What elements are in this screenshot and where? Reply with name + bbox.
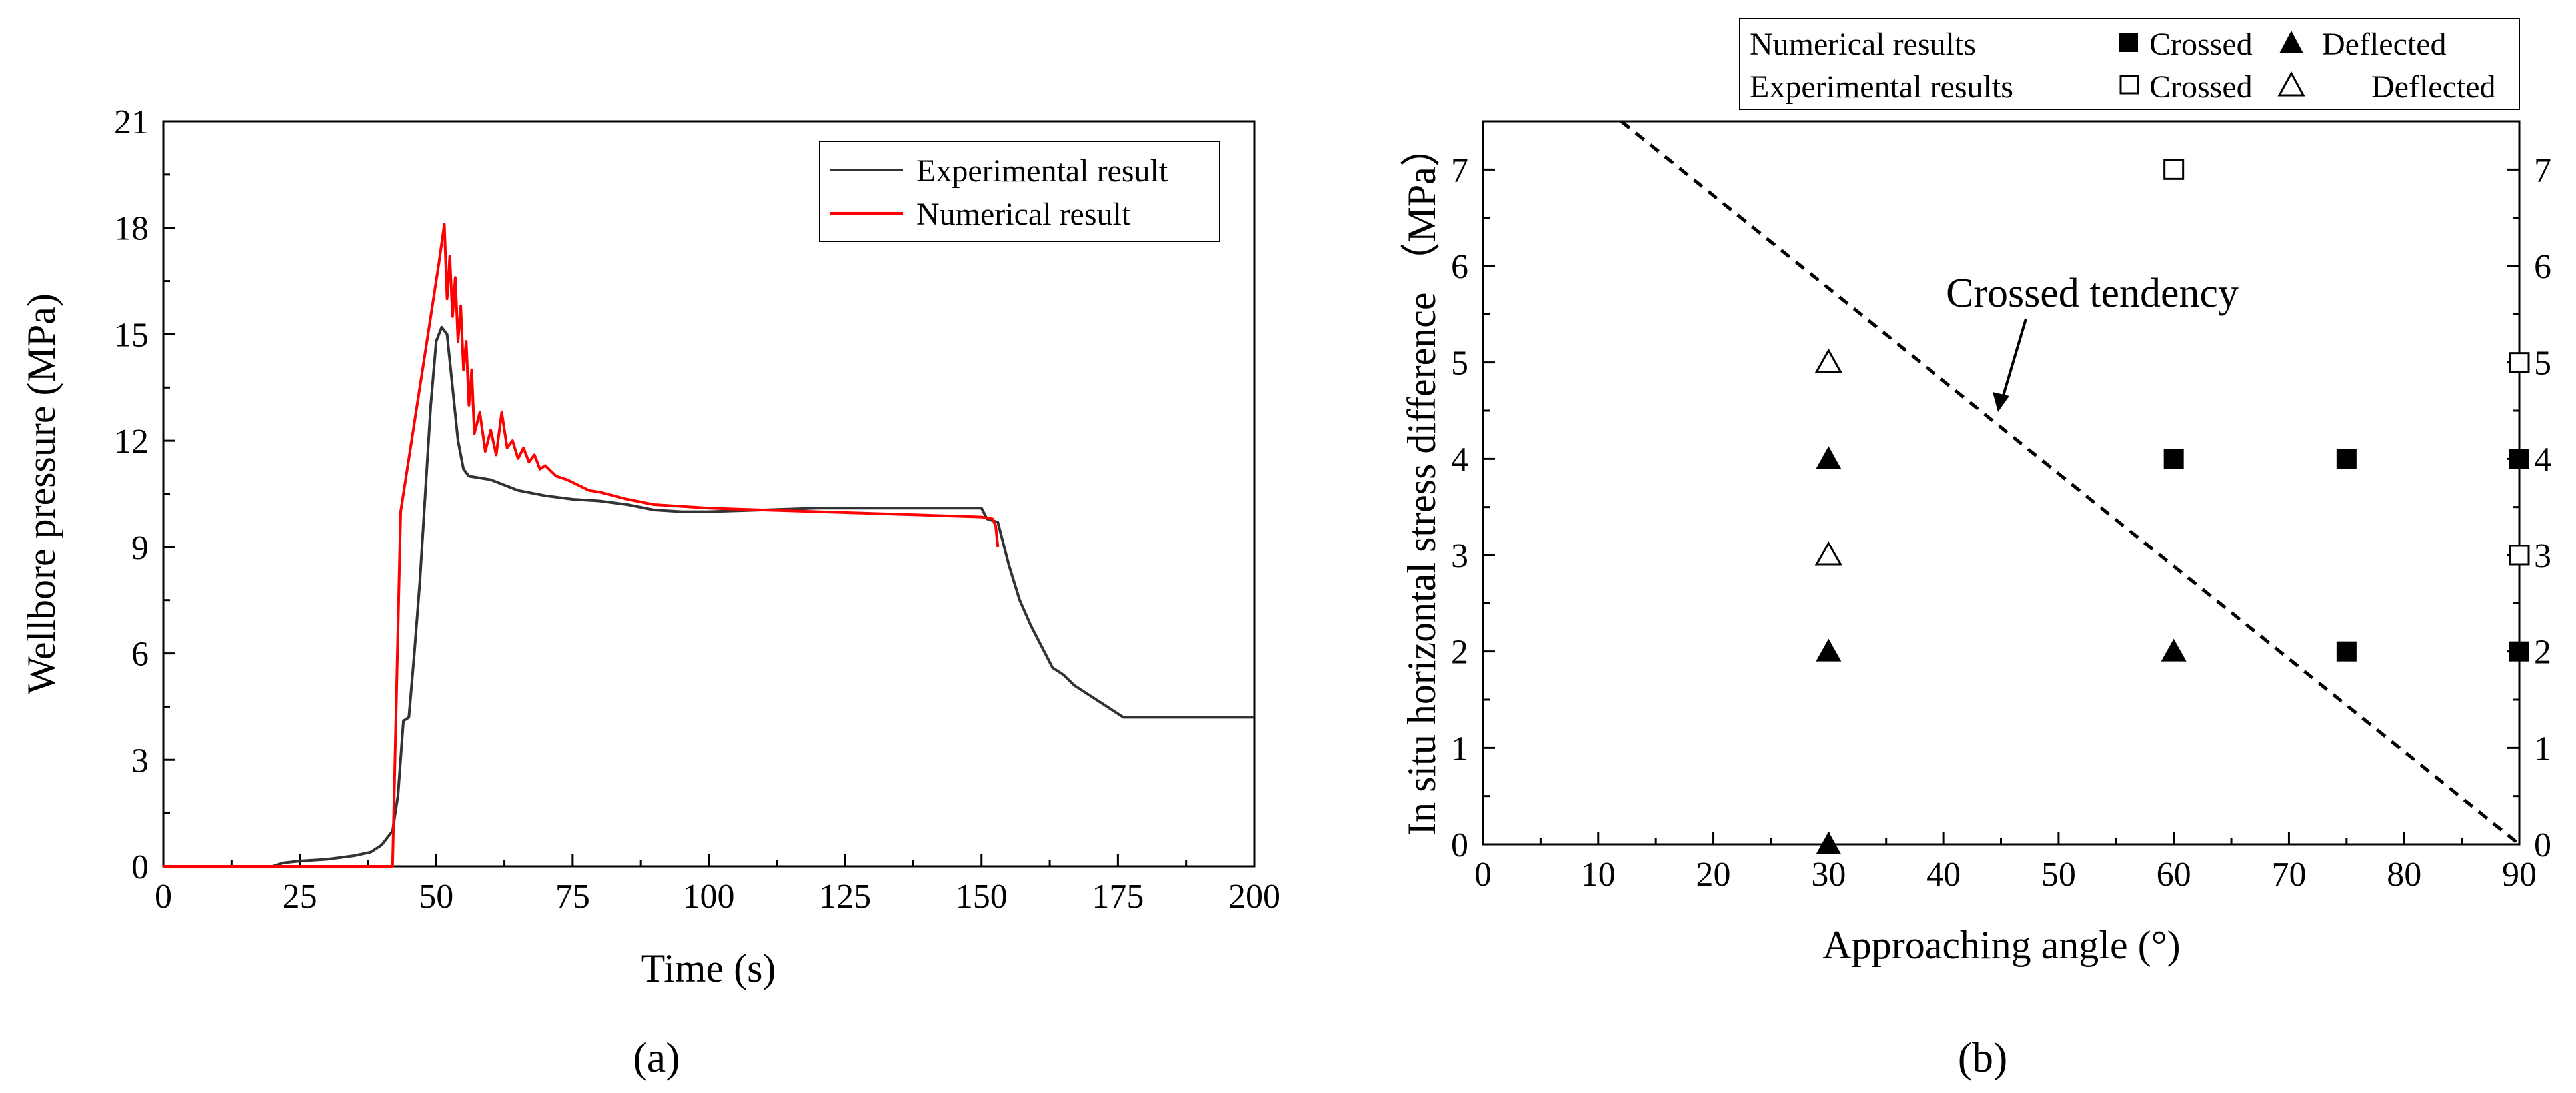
chart-b-plot-frame <box>1482 120 2521 846</box>
x-tick-label: 0 <box>155 878 172 916</box>
experimental-result-line <box>163 325 1254 868</box>
y-tick-label-left: 7 <box>1451 151 1468 189</box>
legend-open-square-marker <box>2119 75 2139 95</box>
y-tick-label-right: 4 <box>2534 441 2551 479</box>
x-tick-label: 150 <box>956 878 1008 916</box>
experimental-deflected-marker <box>1814 541 1842 566</box>
chart-b-y-tick-labels-right: 0 1 2 3 4 5 6 7 <box>2534 151 2551 864</box>
numerical-deflected-marker <box>1816 832 1842 854</box>
y-tick-label: 12 <box>114 423 149 461</box>
y-tick-label-left: 3 <box>1451 537 1468 575</box>
numerical-crossed-marker <box>2509 641 2529 662</box>
y-tick-label-left: 6 <box>1451 248 1468 286</box>
x-tick-label: 100 <box>683 878 735 916</box>
numerical-deflected-marker <box>2161 638 2187 662</box>
crossed-tendency-annotation: Crossed tendency <box>1946 271 2239 412</box>
y-tick-label-left: 5 <box>1451 345 1468 383</box>
y-tick-label-left: 2 <box>1451 634 1468 672</box>
legend-label-numerical: Numerical result <box>916 197 1131 232</box>
chart-b-x-tick-labels: 0 10 20 30 40 50 60 70 80 90 <box>1474 856 2537 894</box>
x-tick-label: 75 <box>555 878 590 916</box>
chart-b-legend: Numerical results Crossed Deflected Expe… <box>1739 18 2520 110</box>
chart-b: 0 10 20 30 40 50 60 70 80 90 0 1 2 3 4 5 6 7 0 1 2 3 4 5 6 7 Cr… <box>1400 18 2551 1081</box>
chart-b-x-axis-label: Approaching angle (°) <box>1822 923 2180 967</box>
experimental-crossed-marker <box>2509 545 2530 566</box>
chart-b-markers <box>1814 159 2530 854</box>
x-tick-label: 175 <box>1092 878 1144 916</box>
x-tick-label: 30 <box>1811 856 1846 894</box>
chart-a-y-axis-label: Wellbore pressure (MPa) <box>19 293 63 694</box>
y-tick-label-right: 1 <box>2534 730 2551 768</box>
legend-open-triangle-marker <box>2277 71 2305 97</box>
chart-b-panel-label: (b) <box>1958 1034 2008 1081</box>
x-tick-label: 50 <box>419 878 453 916</box>
chart-b-ticks <box>1482 120 2521 846</box>
x-tick-label: 25 <box>283 878 317 916</box>
x-tick-label: 90 <box>2502 856 2537 894</box>
legend-experimental-deflected-label: Deflected <box>2371 69 2496 105</box>
y-tick-label: 3 <box>131 742 149 780</box>
y-tick-label: 9 <box>131 529 149 567</box>
numerical-deflected-marker <box>1816 446 1842 469</box>
legend-numerical-deflected-label: Deflected <box>2322 27 2447 62</box>
annotation-arrow-head <box>1993 392 2009 412</box>
crossed-tendency-line <box>1620 120 2521 846</box>
x-tick-label: 60 <box>2157 856 2191 894</box>
y-tick-label: 21 <box>114 103 149 141</box>
y-tick-label-right: 5 <box>2534 345 2551 383</box>
y-tick-label: 6 <box>131 636 149 674</box>
x-tick-label: 40 <box>1926 856 1961 894</box>
chart-a-ticks <box>162 120 1256 868</box>
numerical-crossed-marker <box>2336 449 2357 469</box>
chart-a-x-axis-label: Time (s) <box>641 946 776 990</box>
legend-filled-square-marker <box>2119 33 2138 52</box>
numerical-crossed-marker <box>2336 641 2357 662</box>
y-tick-label-right: 6 <box>2534 248 2551 286</box>
x-tick-label: 50 <box>2041 856 2076 894</box>
x-tick-label: 70 <box>2271 856 2306 894</box>
x-tick-label: 0 <box>1474 856 1492 894</box>
legend-experimental-crossed-label: Crossed <box>2149 69 2253 105</box>
numerical-crossed-marker <box>2163 449 2184 469</box>
x-tick-label: 200 <box>1228 878 1280 916</box>
chart-a: 0 25 50 75 100 125 150 175 200 0 3 6 9 12 15 18 21 Expe… <box>19 103 1280 1081</box>
y-tick-label-right: 3 <box>2534 537 2551 575</box>
x-tick-label: 10 <box>1581 856 1616 894</box>
y-tick-label-left: 4 <box>1451 441 1468 479</box>
annotation-arrow-shaft <box>2001 318 2027 401</box>
y-tick-label: 0 <box>131 848 149 886</box>
y-tick-label-right: 2 <box>2534 634 2551 672</box>
y-tick-label-left: 0 <box>1451 826 1468 864</box>
legend-numerical-crossed-label: Crossed <box>2149 27 2253 62</box>
legend-numerical-results-label: Numerical results <box>1750 27 1976 62</box>
chart-a-legend: Experimental result Numerical result <box>819 141 1220 242</box>
chart-a-legend-box <box>819 141 1220 242</box>
experimental-crossed-marker <box>2509 352 2530 373</box>
legend-filled-triangle-marker <box>2279 31 2303 53</box>
experimental-deflected-marker <box>1814 348 1842 373</box>
y-tick-label: 18 <box>114 210 149 248</box>
numerical-crossed-marker <box>2509 449 2529 469</box>
numerical-result-line <box>163 223 1000 868</box>
y-tick-label-left: 1 <box>1451 730 1468 768</box>
chart-a-panel-label: (a) <box>633 1034 680 1081</box>
numerical-deflected-marker <box>1816 638 1842 662</box>
x-tick-label: 20 <box>1696 856 1731 894</box>
experimental-crossed-marker <box>2163 159 2185 180</box>
y-tick-label-right: 0 <box>2534 826 2551 864</box>
legend-experimental-results-label: Experimental results <box>1750 69 2013 105</box>
legend-label-experimental: Experimental result <box>916 153 1168 189</box>
chart-a-y-tick-labels: 0 3 6 9 12 15 18 21 <box>114 103 149 886</box>
chart-a-x-tick-labels: 0 25 50 75 100 125 150 175 200 <box>155 878 1280 916</box>
chart-a-series <box>163 223 1254 868</box>
x-tick-label: 80 <box>2387 856 2421 894</box>
chart-b-y-axis-label: In situ horizontal stress difference （MP… <box>1400 127 1444 836</box>
chart-b-y-tick-labels-left: 0 1 2 3 4 5 6 7 <box>1451 151 1468 864</box>
y-tick-label-right: 7 <box>2534 151 2551 189</box>
crossed-tendency-label: Crossed tendency <box>1946 271 2239 316</box>
y-tick-label: 15 <box>114 316 149 354</box>
x-tick-label: 125 <box>819 878 871 916</box>
